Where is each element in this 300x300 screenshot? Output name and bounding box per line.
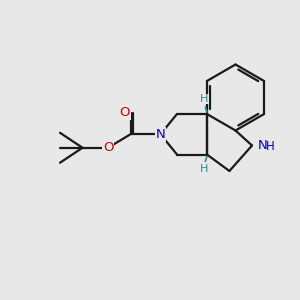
Text: H: H [266,140,274,154]
Text: O: O [103,141,113,154]
Text: H: H [200,94,209,104]
Text: N: N [257,139,267,152]
Text: O: O [119,106,130,119]
Text: N: N [156,128,165,141]
Text: H: H [200,164,209,174]
